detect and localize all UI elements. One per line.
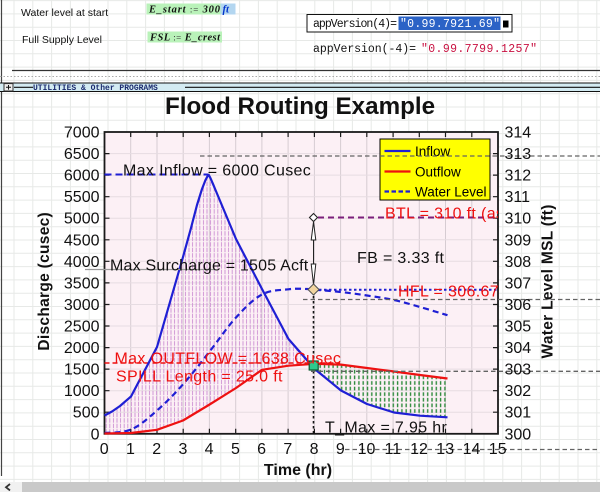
svg-text:307: 307 bbox=[505, 275, 532, 292]
svg-text:306: 306 bbox=[505, 297, 532, 314]
svg-text:311: 311 bbox=[505, 189, 531, 206]
svg-text:500: 500 bbox=[73, 405, 100, 422]
svg-text:1500: 1500 bbox=[64, 362, 100, 379]
svg-text:Max OUTFLOW = 1638 Cusec: Max OUTFLOW = 1638 Cusec bbox=[115, 351, 342, 368]
svg-text:6: 6 bbox=[257, 441, 266, 458]
svg-text:0: 0 bbox=[91, 426, 100, 443]
svg-text:appVersion(-4)=: appVersion(-4)= bbox=[313, 43, 416, 56]
svg-text:T_Max = 7.95 hr: T_Max = 7.95 hr bbox=[325, 420, 448, 437]
svg-text:15: 15 bbox=[489, 441, 507, 458]
svg-text:Full Supply Level: Full Supply Level bbox=[22, 34, 102, 46]
svg-text:appVersion(4)=: appVersion(4)= bbox=[313, 18, 397, 31]
svg-text:6500: 6500 bbox=[64, 146, 100, 163]
svg-text:Water level at start: Water level at start bbox=[21, 7, 108, 19]
svg-text:309: 309 bbox=[505, 232, 532, 249]
svg-text:0: 0 bbox=[100, 441, 109, 458]
svg-text:303: 303 bbox=[505, 362, 532, 379]
svg-text:Max Surcharge = 1505 Acft: Max Surcharge = 1505 Acft bbox=[110, 258, 309, 275]
svg-text:305: 305 bbox=[505, 319, 532, 336]
svg-text:Water Level MSL (ft): Water Level MSL (ft) bbox=[540, 204, 557, 358]
svg-text:14: 14 bbox=[463, 441, 481, 458]
svg-text:5: 5 bbox=[231, 441, 240, 458]
svg-text:2500: 2500 bbox=[64, 319, 100, 336]
svg-text:4000: 4000 bbox=[64, 254, 100, 271]
svg-text:3000: 3000 bbox=[64, 297, 100, 314]
svg-text:1: 1 bbox=[126, 441, 135, 458]
svg-text:8: 8 bbox=[310, 441, 319, 458]
svg-text:ft: ft bbox=[223, 5, 230, 16]
svg-text:300: 300 bbox=[505, 426, 532, 443]
svg-text:302: 302 bbox=[505, 383, 532, 400]
svg-text:"0.99.7921.69": "0.99.7921.69" bbox=[400, 18, 500, 31]
svg-text:"0.99.7799.1257": "0.99.7799.1257" bbox=[421, 43, 537, 56]
svg-text:312: 312 bbox=[505, 168, 532, 185]
svg-text:FB = 3.33 ft: FB = 3.33 ft bbox=[357, 250, 445, 267]
svg-text:11: 11 bbox=[384, 441, 401, 458]
svg-text:1000: 1000 bbox=[64, 383, 100, 400]
svg-text:314: 314 bbox=[505, 125, 532, 142]
svg-text:HFL = 306.67: HFL = 306.67 bbox=[398, 284, 499, 301]
svg-text:304: 304 bbox=[505, 340, 532, 357]
svg-text:UTILITIES & Other PROGRAMS: UTILITIES & Other PROGRAMS bbox=[33, 84, 158, 93]
svg-text:BTL = 310 ft (as: BTL = 310 ft (as bbox=[385, 206, 504, 223]
svg-text:9: 9 bbox=[336, 441, 345, 458]
svg-text:13: 13 bbox=[436, 441, 454, 458]
svg-text:Inflow: Inflow bbox=[415, 144, 451, 159]
svg-text:12: 12 bbox=[410, 441, 428, 458]
svg-text:Flood Routing Example: Flood Routing Example bbox=[165, 93, 435, 120]
svg-text:6000: 6000 bbox=[64, 168, 100, 185]
svg-text:5000: 5000 bbox=[64, 211, 100, 228]
svg-text:10: 10 bbox=[358, 441, 376, 458]
svg-text:SPILL Length = 25.0 ft: SPILL Length = 25.0 ft bbox=[116, 368, 283, 385]
svg-text:2: 2 bbox=[152, 441, 161, 458]
svg-text:Max Inflow = 6000 Cusec: Max Inflow = 6000 Cusec bbox=[123, 163, 311, 180]
svg-text:4500: 4500 bbox=[64, 232, 100, 249]
svg-text:Outflow: Outflow bbox=[415, 164, 461, 179]
svg-text:Time (hr): Time (hr) bbox=[264, 462, 332, 479]
svg-text:E_start := 300: E_start := 300 bbox=[148, 5, 221, 16]
svg-text:5500: 5500 bbox=[64, 189, 100, 206]
svg-text:3500: 3500 bbox=[64, 275, 100, 292]
svg-text:3: 3 bbox=[178, 441, 187, 458]
svg-text:301: 301 bbox=[505, 405, 532, 422]
svg-text:FSL := E_crest: FSL := E_crest bbox=[149, 33, 221, 44]
svg-text:Water Level: Water Level bbox=[415, 184, 487, 199]
svg-text:2000: 2000 bbox=[64, 340, 100, 357]
svg-text:Discharge (cusec): Discharge (cusec) bbox=[36, 212, 53, 351]
svg-text:313: 313 bbox=[505, 146, 532, 163]
svg-text:7000: 7000 bbox=[64, 125, 100, 142]
svg-text:7: 7 bbox=[283, 441, 292, 458]
svg-text:4: 4 bbox=[205, 441, 214, 458]
svg-text:310: 310 bbox=[505, 211, 532, 228]
svg-text:308: 308 bbox=[505, 254, 532, 271]
